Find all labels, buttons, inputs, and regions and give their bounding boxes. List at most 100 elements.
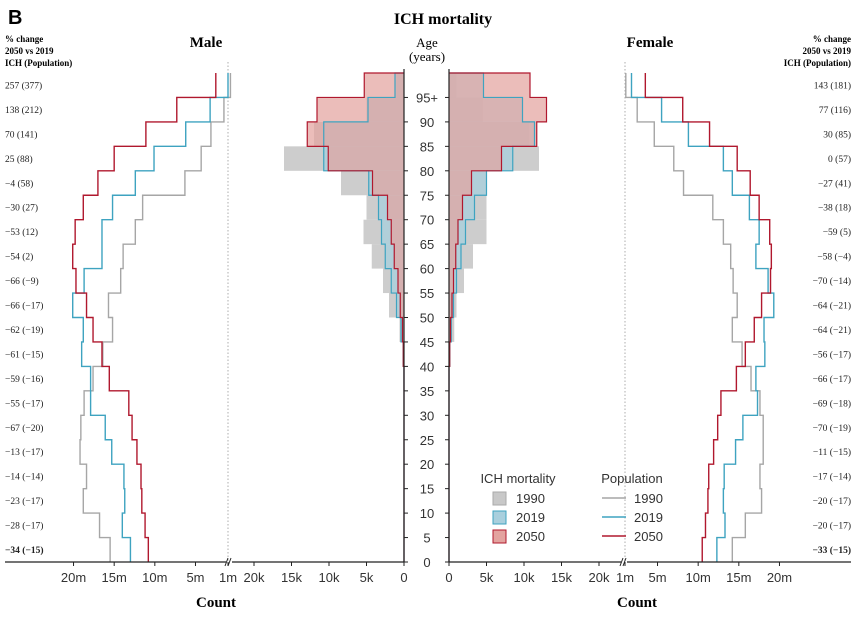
age-tick-label-30: 30 <box>420 408 434 423</box>
male-pop-tick-label-15m: 15m <box>102 570 127 585</box>
male-pct-change-60: −54 (2) <box>5 252 33 263</box>
age-tick-label-70: 70 <box>420 213 434 228</box>
female-pop-tick-label-5m: 5m <box>648 570 666 585</box>
female-bar-2050-85 <box>449 121 537 147</box>
x-axis-label-male: Count <box>196 595 236 611</box>
male-pct-change-90: 138 (212) <box>5 105 42 116</box>
pct-header-left-1: % change <box>5 34 43 44</box>
female-bar-2050-90 <box>449 97 547 122</box>
age-tick-label-35: 35 <box>420 384 434 399</box>
female-pct-change-65: −59 (5) <box>823 227 851 238</box>
male-panel-title: Male <box>190 35 223 51</box>
male-pct-change-10: −23 (−17) <box>5 496 43 507</box>
male-population-line-2050 <box>72 73 217 562</box>
male-pct-change-25: −67 (−20) <box>5 423 43 434</box>
legend-population-title: Population <box>601 471 662 486</box>
pct-header-left-2: 2050 vs 2019 <box>5 46 54 56</box>
female-pct-change-35: −66 (−17) <box>813 374 851 385</box>
male-count-tick-label-0: 0 <box>400 570 407 585</box>
male-count-tick-label-20k: 20k <box>244 570 265 585</box>
male-bar-2050-50 <box>400 293 404 318</box>
male-pop-tick-label-1m: 1m <box>219 570 237 585</box>
legend-label-1990: 1990 <box>516 491 545 506</box>
pct-header-right-1: % change <box>813 34 851 44</box>
female-population-line-2019 <box>630 73 775 562</box>
age-tick-label-20: 20 <box>420 457 434 472</box>
female-pct-change-85: 30 (85) <box>823 129 851 140</box>
female-pct-change-95+: 143 (181) <box>814 80 851 91</box>
female-pct-change-70: −38 (18) <box>818 203 851 214</box>
female-count-tick-label-10k: 10k <box>514 570 535 585</box>
age-tick-label-25: 25 <box>420 433 434 448</box>
age-tick-label-85: 85 <box>420 139 434 154</box>
male-pct-change-70: −30 (27) <box>5 203 38 214</box>
female-pop-tick-label-10m: 10m <box>686 570 711 585</box>
male-bar-2050-80 <box>328 146 404 171</box>
male-count-tick-label-15k: 15k <box>281 570 302 585</box>
chart-title: ICH mortality <box>394 11 492 28</box>
female-pct-change-10: −20 (−17) <box>813 496 851 507</box>
male-pct-change-5: −28 (−17) <box>5 521 43 532</box>
age-tick-label-15: 15 <box>420 482 434 497</box>
male-bar-2050-70 <box>387 195 404 220</box>
male-bar-2050-60 <box>394 244 404 269</box>
female-pct-change-50: −64 (−21) <box>813 301 851 312</box>
legend-swatch-2019 <box>492 510 507 525</box>
age-tick-label-55: 55 <box>420 286 434 301</box>
age-tick-label-90: 90 <box>420 115 434 130</box>
age-tick-label-0: 0 <box>423 555 430 570</box>
age-tick-label-80: 80 <box>420 164 434 179</box>
male-pop-tick-label-20m: 20m <box>61 570 86 585</box>
male-count-tick-label-10k: 10k <box>319 570 340 585</box>
female-count-tick-label-0: 0 <box>445 570 452 585</box>
female-bar-2050-70 <box>449 195 463 220</box>
female-bar-2050-95+ <box>449 73 530 98</box>
male-pct-change-40: −61 (−15) <box>5 349 43 360</box>
pct-header-left-3: ICH (Population) <box>5 58 72 68</box>
female-bar-2050-65 <box>449 219 458 245</box>
female-pct-change-45: −64 (−21) <box>813 325 851 336</box>
female-pct-change-30: −69 (−18) <box>813 398 851 409</box>
panel-label: B <box>8 7 22 29</box>
female-pct-change-15: −17 (−14) <box>813 472 851 483</box>
male-pct-change-20: −13 (−17) <box>5 447 43 458</box>
age-tick-label-65: 65 <box>420 237 434 252</box>
pyramid-plot: 0 5 10 15 20 25 30 35 40 45 50 55 60 65 70 75 80 85 90 95+ −… <box>5 62 851 585</box>
female-bar-2050-75 <box>449 170 472 196</box>
male-pct-change-0: −34 (−15) <box>5 545 44 556</box>
male-bar-2050-75 <box>372 170 404 196</box>
female-axis-break-1 <box>619 557 624 567</box>
male-pct-change-65: −53 (12) <box>5 227 38 238</box>
male-pct-change-80: 25 (88) <box>5 154 33 165</box>
legend-label-pop-2050: 2050 <box>634 529 663 544</box>
legend: ICH mortality Population 1990 2019 2050 … <box>480 471 662 544</box>
female-bar-2050-55 <box>449 268 454 294</box>
female-pct-change-40: −56 (−17) <box>813 349 851 360</box>
legend-mortality-title: ICH mortality <box>480 471 556 486</box>
female-bar-2050-80 <box>449 146 502 171</box>
male-pct-change-15: −14 (−14) <box>5 472 43 483</box>
female-pop-tick-label-15m: 15m <box>726 570 751 585</box>
age-axis-title: Age <box>416 35 438 50</box>
female-pct-change-0: −33 (−15) <box>812 545 851 556</box>
female-bar-2050-60 <box>449 244 456 269</box>
male-bar-2050-90 <box>317 97 404 122</box>
male-pct-change-35: −59 (−16) <box>5 374 43 385</box>
female-pct-change-90: 77 (116) <box>819 105 851 116</box>
male-population-line-1990 <box>79 73 232 562</box>
legend-swatch-2050 <box>492 529 507 544</box>
female-bar-2050-45 <box>449 317 451 342</box>
female-pct-change-25: −70 (−19) <box>813 423 851 434</box>
age-tick-label-60: 60 <box>420 262 434 277</box>
age-tick-label-10: 10 <box>420 506 434 521</box>
pct-header-right-3: ICH (Population) <box>784 58 851 68</box>
male-axis-break-1 <box>224 557 229 567</box>
female-pct-change-20: −11 (−15) <box>813 447 851 458</box>
male-bar-2050-85 <box>307 121 404 147</box>
female-population-line-2050 <box>644 73 773 562</box>
female-count-tick-label-15k: 15k <box>551 570 572 585</box>
age-axis-title-unit: (years) <box>409 49 445 64</box>
female-pct-change-80: 0 (57) <box>828 154 851 165</box>
age-tick-label-45: 45 <box>420 335 434 350</box>
